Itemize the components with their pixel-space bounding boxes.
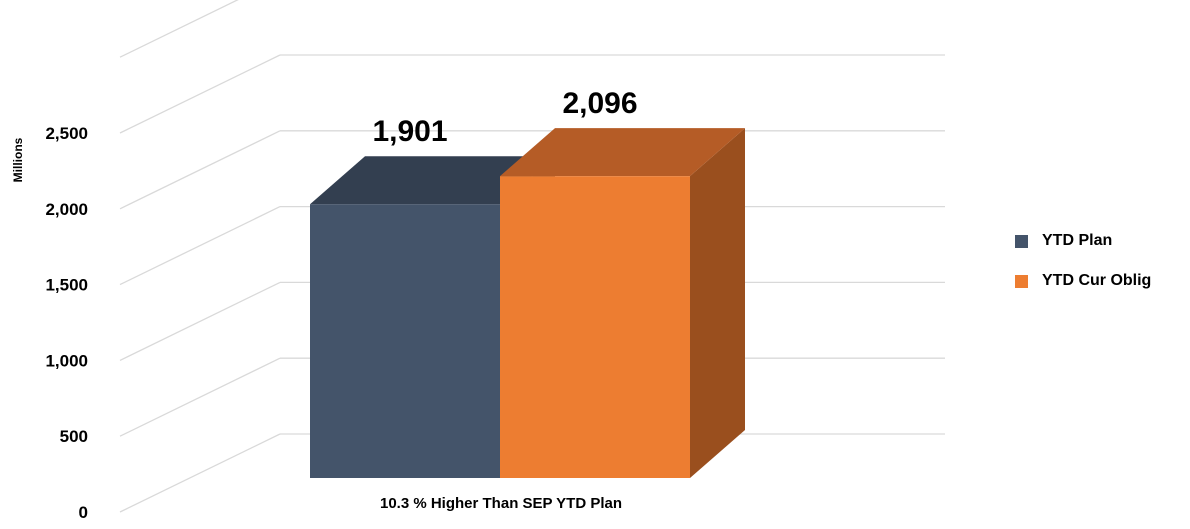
legend: YTD Plan YTD Cur Oblig	[1015, 232, 1151, 290]
gridline-side	[119, 433, 281, 513]
y-axis-ticks: 0 500 1,000 1,500 2,000 2,500	[45, 124, 88, 522]
legend-swatch-ytd-cur-oblig	[1015, 274, 1028, 288]
y-tick-label: 2,500	[45, 124, 88, 143]
y-tick-label: 1,500	[45, 276, 88, 295]
bar-top	[500, 128, 745, 177]
y-tick-label: 1,000	[45, 351, 88, 370]
legend-label-ytd-plan: YTD Plan	[1042, 232, 1113, 249]
data-labels: 1,901 2,096	[372, 87, 637, 148]
legend-item-ytd-plan: YTD Plan	[1015, 232, 1151, 250]
gridline-side	[119, 206, 281, 286]
y-unit-label: Millions	[11, 137, 25, 182]
gridline-side	[119, 357, 281, 437]
bar-side	[690, 128, 745, 478]
bar-top	[310, 156, 555, 205]
gridline-side	[119, 281, 281, 361]
gridline-side	[119, 130, 281, 210]
legend-item-ytd-cur-oblig: YTD Cur Oblig	[1015, 272, 1151, 290]
legend-swatch-ytd-plan	[1015, 234, 1028, 248]
bars	[310, 128, 745, 479]
data-label: 1,901	[372, 115, 447, 148]
data-label: 2,096	[562, 87, 637, 120]
gridline-side	[119, 0, 239, 58]
category-label: 10.3 % Higher Than SEP YTD Plan	[380, 495, 622, 512]
gridline-side	[119, 54, 281, 134]
y-tick-label: 0	[79, 503, 88, 522]
bar	[310, 204, 500, 479]
bar	[500, 176, 690, 478]
y-tick-label: 500	[60, 427, 88, 446]
legend-label-ytd-cur-oblig: YTD Cur Oblig	[1042, 272, 1152, 289]
y-tick-label: 2,000	[45, 200, 88, 219]
